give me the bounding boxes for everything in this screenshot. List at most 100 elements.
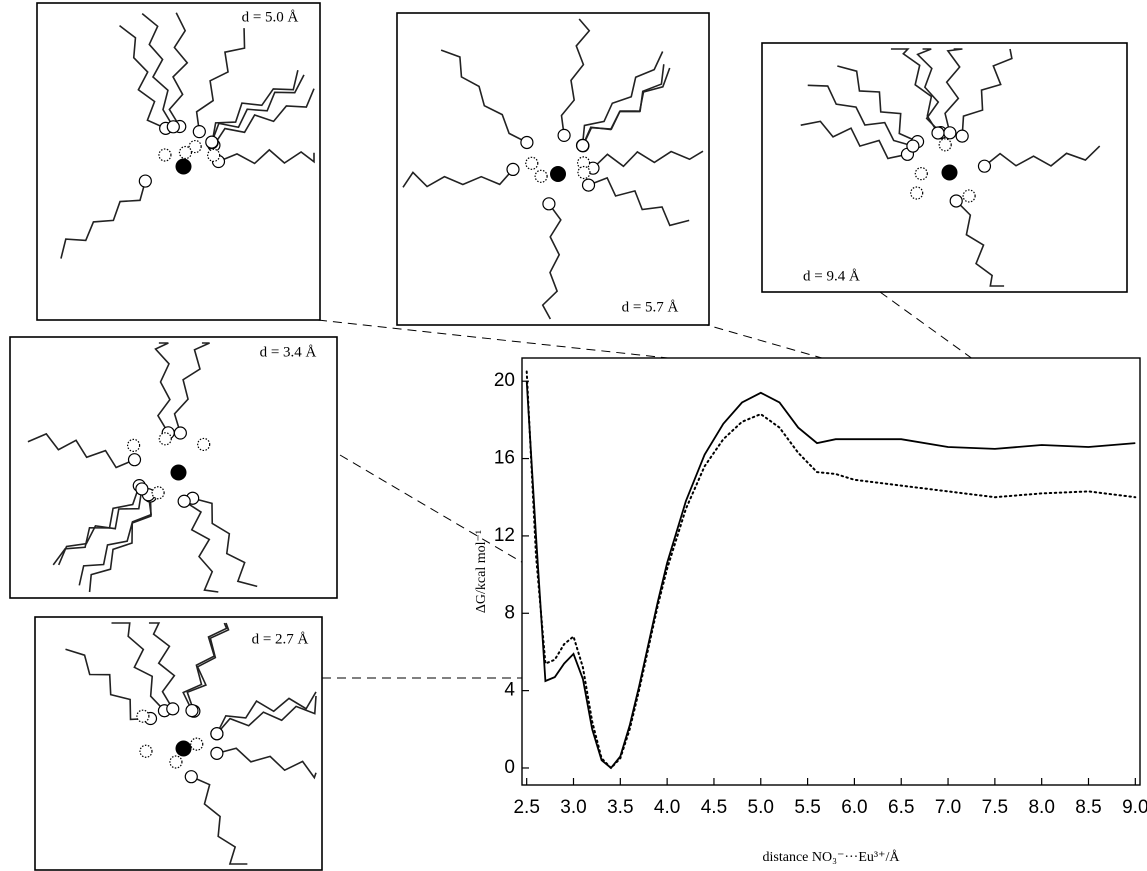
plot-frame bbox=[521, 357, 1141, 786]
inset-label: d = 3.4 Å bbox=[260, 344, 317, 360]
atom bbox=[910, 186, 924, 200]
molecule-bond bbox=[111, 622, 166, 712]
atom bbox=[185, 703, 199, 718]
x-tick-label: 3.5 bbox=[607, 797, 633, 818]
molecule-bond bbox=[216, 695, 317, 735]
atom bbox=[151, 486, 165, 500]
atom bbox=[173, 426, 187, 440]
inset-label: d = 5.7 Å bbox=[622, 299, 679, 315]
series-line bbox=[525, 381, 1136, 770]
atom bbox=[506, 162, 520, 176]
molecule-bond bbox=[581, 51, 664, 146]
atom bbox=[197, 437, 211, 452]
atom bbox=[158, 148, 172, 162]
atom bbox=[184, 770, 198, 784]
molecule-bond bbox=[88, 496, 152, 593]
molecule-bond bbox=[183, 500, 219, 593]
molecule-bond bbox=[541, 203, 562, 320]
x-tick-label: 7.0 bbox=[935, 797, 961, 818]
molecule-bond bbox=[218, 148, 315, 165]
y-tick-label: 4 bbox=[504, 680, 515, 701]
x-tick-label: 4.5 bbox=[701, 797, 727, 818]
y-tick-label: 12 bbox=[494, 525, 515, 546]
atom bbox=[557, 128, 571, 142]
molecule-bond bbox=[216, 691, 317, 735]
series-line bbox=[525, 370, 1137, 770]
molecule-bond bbox=[588, 176, 690, 227]
x-axis-label: distance NO₃⁻···Eu³⁺/Å bbox=[763, 849, 901, 865]
molecule-bond bbox=[440, 49, 528, 144]
inset-label: d = 2.7 Å bbox=[252, 631, 309, 647]
atom bbox=[542, 197, 556, 211]
x-tick-label: 2.5 bbox=[513, 797, 539, 818]
atom bbox=[127, 438, 141, 453]
molecule-bond bbox=[182, 622, 228, 711]
molecule-bond bbox=[27, 432, 135, 469]
x-tick-label: 6.5 bbox=[888, 797, 914, 818]
atom bbox=[127, 453, 142, 467]
atom bbox=[955, 129, 969, 143]
atom bbox=[581, 178, 596, 192]
y-axis-label: ΔG/kcal mol⁻¹ bbox=[474, 530, 489, 613]
atom bbox=[178, 145, 193, 160]
atom bbox=[210, 746, 224, 760]
molecule-bond bbox=[192, 497, 258, 588]
atom bbox=[207, 148, 221, 162]
atom bbox=[520, 135, 534, 150]
x-tick-label: 9.0 bbox=[1122, 797, 1147, 818]
x-tick-label: 5.5 bbox=[794, 797, 820, 818]
x-tick-label: 4.0 bbox=[654, 797, 680, 818]
molecule-bond bbox=[955, 200, 1005, 287]
atom bbox=[177, 494, 191, 508]
atom bbox=[931, 126, 945, 140]
molecule-bond bbox=[916, 48, 942, 134]
molecule-bond bbox=[141, 12, 174, 128]
molecule-bond bbox=[890, 48, 939, 134]
inset: d = 5.7 Å bbox=[396, 12, 710, 326]
molecule-bond bbox=[592, 150, 704, 169]
atom bbox=[576, 138, 590, 153]
atom bbox=[136, 709, 150, 723]
molecule-bond bbox=[807, 84, 914, 147]
molecule-bond bbox=[402, 168, 514, 188]
molecule-bond bbox=[65, 648, 151, 721]
plot: 0 4 8 12 16 20 2.5 3.0 3.5 4.0 4.5 5.0 5.5 6.0 6.5 7.0 7… bbox=[474, 357, 1147, 865]
atom bbox=[205, 135, 219, 149]
atom bbox=[914, 167, 928, 181]
molecule-bond bbox=[213, 88, 315, 146]
atom bbox=[906, 139, 920, 153]
inset-label: d = 9.4 Å bbox=[803, 268, 860, 284]
atom bbox=[169, 755, 183, 769]
x-tick-label: 5.0 bbox=[748, 797, 774, 818]
inset: d = 5.0 Å bbox=[36, 2, 321, 321]
atom bbox=[166, 702, 180, 716]
x-tick-label: 8.5 bbox=[1075, 797, 1101, 818]
molecule-bond bbox=[190, 775, 248, 865]
atom bbox=[158, 432, 172, 446]
connector bbox=[317, 319, 981, 393]
molecule-bond bbox=[57, 488, 143, 566]
molecule-bond bbox=[60, 180, 147, 259]
y-tick-label: 8 bbox=[504, 602, 515, 623]
atom bbox=[525, 156, 539, 170]
atom bbox=[190, 737, 204, 751]
atom bbox=[210, 727, 224, 741]
x-tick-label: 8.0 bbox=[1028, 797, 1054, 818]
x-tick-label: 3.0 bbox=[560, 797, 586, 818]
x-tick-label: 7.5 bbox=[982, 797, 1008, 818]
atom bbox=[188, 139, 202, 154]
eu-ion bbox=[941, 164, 958, 181]
atom bbox=[977, 159, 992, 173]
molecule-bond bbox=[168, 12, 189, 127]
atom bbox=[577, 165, 591, 180]
molecule-bond bbox=[186, 622, 230, 712]
molecule-bond bbox=[52, 485, 141, 566]
inset: d = 9.4 Å bbox=[761, 42, 1128, 293]
molecule-bond bbox=[800, 120, 908, 160]
atom bbox=[135, 482, 149, 496]
molecule-bond bbox=[211, 74, 305, 143]
molecule-bond bbox=[837, 65, 918, 143]
eu-ion bbox=[175, 158, 192, 175]
molecule-bond bbox=[148, 622, 176, 710]
